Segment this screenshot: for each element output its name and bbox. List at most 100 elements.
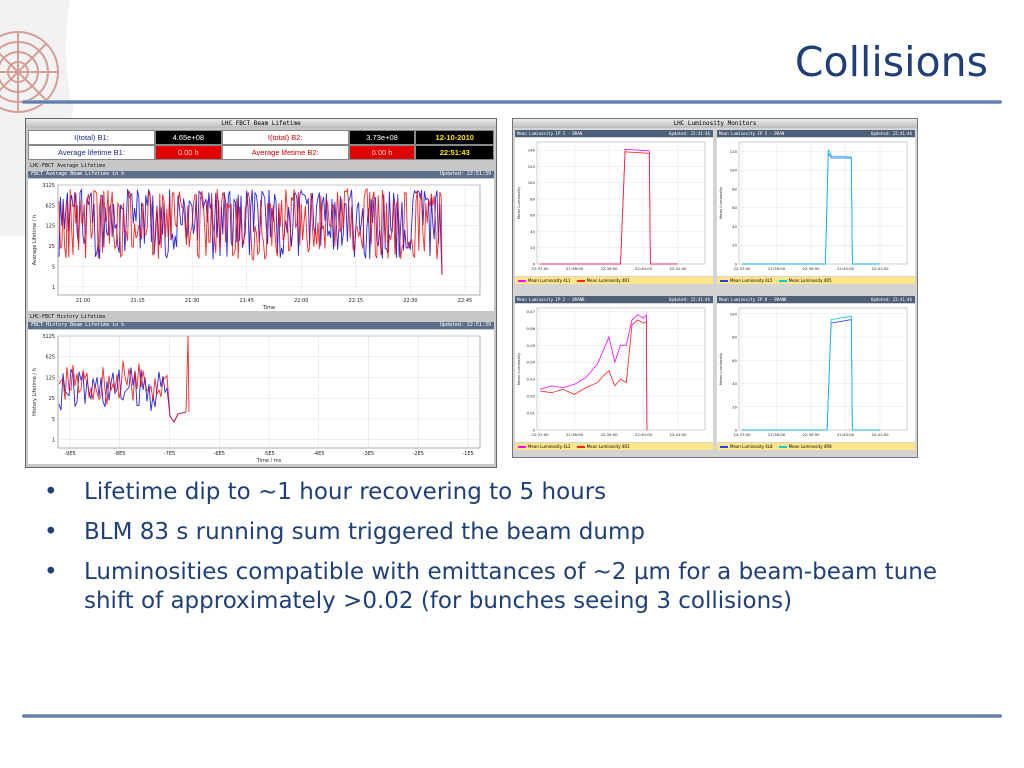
lumi-legend: Mean Luminosity 4L5 Mean Luminosity 4R5 <box>717 277 915 284</box>
series-line <box>742 149 880 265</box>
y-axis-label: Mean Luminosity <box>516 352 521 385</box>
legend-swatch <box>518 446 526 448</box>
legend-swatch <box>720 446 728 448</box>
x-tick-label: 22:38:00 <box>768 432 786 437</box>
y-tick-label: 0 <box>533 262 536 267</box>
bullet-text: BLM 83 s running sum triggered the beam … <box>84 519 645 545</box>
date-value: 12-10-2010 <box>415 130 494 145</box>
avg-plot-title: FBCT Average Beam Lifetime in h <box>31 171 125 177</box>
x-tick-label: 22:40:00 <box>635 432 653 437</box>
x-axis-label: Time <box>262 305 275 311</box>
series-line <box>742 315 880 431</box>
y-tick-label: 60 <box>732 358 737 363</box>
x-tick-label: -1E5 <box>462 451 473 457</box>
plot-area <box>738 307 908 431</box>
y-tick-label: 0.07 <box>527 309 536 314</box>
hist-plot-updated: Updated: 22:51:39 <box>439 322 491 328</box>
x-tick-label: 22:39:00 <box>802 432 820 437</box>
time-value: 22:51:43 <box>415 145 494 160</box>
lumi-plot-header: Mean Luminosity IP 1 - BRAN Updated: 22:4… <box>515 130 713 137</box>
x-tick-label: -6E5 <box>214 451 225 457</box>
bullet-item: • BLM 83 s running sum triggered the beam… <box>44 518 984 547</box>
series-line <box>58 367 187 423</box>
x-tick-label: 22:15 <box>349 298 363 304</box>
hist-plot-header: FBCT History Beam Lifetime in h Updated:… <box>28 322 494 329</box>
avg-plot-updated: Updated: 22:51:39 <box>439 171 491 177</box>
window-title: LHC Luminosity Monitors <box>513 119 917 128</box>
lumi-plot-header: Mean Luminosity IP 5 - BRAN Updated: 22:4… <box>717 130 915 137</box>
x-tick-label: 22:40:00 <box>837 266 855 271</box>
y-tick-label: 25 <box>49 396 55 402</box>
avg-plot-header: FBCT Average Beam Lifetime in h Updated:… <box>28 171 494 178</box>
series-line <box>540 151 678 265</box>
lumi-legend: Mean Luminosity 4L8 Mean Luminosity 4R8 <box>717 443 915 450</box>
avg-b1-value: 0.00 h <box>154 145 222 160</box>
bullet-item: • Lifetime dip to ~1 hour recovering to 5… <box>44 478 984 507</box>
y-tick-label: 5 <box>52 264 55 270</box>
y-tick-label: 120 <box>730 149 738 154</box>
x-tick-label: 22:40:00 <box>837 432 855 437</box>
avg-b2-value: 0.00 h <box>348 145 416 160</box>
b2-intensity-label: I(total) B2: <box>221 130 349 145</box>
x-tick-label: 22:00 <box>294 298 308 304</box>
y-tick-label: 100 <box>528 180 536 185</box>
legend-label: Mean Luminosity 4L1 <box>528 278 571 283</box>
lumi-plot-updated: Updated: 22:41:46 <box>669 131 710 136</box>
bullet-text: Luminosities compatible with emittances … <box>84 559 937 614</box>
hist-plot-title: FBCT History Beam Lifetime in h <box>31 322 125 328</box>
lumi-plot-title: Mean Luminosity IP 2 - BRANB <box>517 297 585 302</box>
y-tick-label: 0 <box>735 262 738 267</box>
x-tick-label: 22:39:00 <box>600 432 618 437</box>
y-tick-label: 0.05 <box>527 343 536 348</box>
x-tick-label: 21:30 <box>185 298 199 304</box>
legend-swatch <box>518 280 526 282</box>
y-tick-label: 5 <box>52 417 55 423</box>
y-tick-label: 25 <box>49 244 55 250</box>
lumi-chart: 0 20 40 60 80 100 120 22:37:00 22:38:00 22:39:00 2… <box>717 138 915 276</box>
lumi-plot-updated: Updated: 22:41:46 <box>669 297 710 302</box>
plot-area <box>536 307 706 431</box>
bullet-text: Lifetime dip to ~1 hour recovering to 5 … <box>84 479 607 505</box>
lumi-chart: 0 20 40 60 80 100 22:37:00 22:38:00 22:39:00 22:4… <box>717 304 915 442</box>
legend-label: Mean Luminosity 4L5 <box>730 278 773 283</box>
footer-divider <box>22 714 1002 718</box>
legend-label: Mean Luminosity 4L8 <box>730 444 773 449</box>
y-tick-label: 60 <box>732 205 737 210</box>
lumi-chart: 0 20 40 60 80 100 120 140 22:37:00 22:38:00 22:39:… <box>515 138 713 276</box>
y-tick-label: 0.03 <box>527 377 536 382</box>
beam-info-table: I(total) B1: 4.65e+08 I(total) B2: 3.73e… <box>28 130 494 160</box>
series-line <box>539 319 648 431</box>
x-tick-label: 21:45 <box>240 298 254 304</box>
y-tick-label: 0 <box>735 428 738 433</box>
lumi-plot-title: Mean Luminosity IP 8 - BRANB <box>719 297 787 302</box>
series-line <box>539 313 648 431</box>
bullet-glyph: • <box>44 519 58 545</box>
x-tick-label: 22:38:00 <box>566 432 584 437</box>
y-tick-label: 40 <box>732 224 737 229</box>
legend-swatch <box>576 280 585 282</box>
x-tick-label: 22:41:00 <box>871 266 889 271</box>
fbct-lifetime-window: LHC FBCT Beam Lifetime I(total) B1: 4.65… <box>25 118 497 468</box>
x-tick-label: 22:38:00 <box>768 266 786 271</box>
x-tick-label: 22:41:00 <box>669 432 687 437</box>
legend-swatch <box>778 280 787 282</box>
bullet-glyph: • <box>44 479 58 505</box>
lumi-legend: Mean Luminosity 4L1 Mean Luminosity 4R1 <box>515 277 713 284</box>
x-tick-label: 22:45 <box>458 298 472 304</box>
x-tick-label: -8E5 <box>114 451 125 457</box>
lumi-plot-updated: Updated: 22:41:46 <box>871 297 912 302</box>
legend-label: Mean Luminosity 4R2 <box>586 444 630 449</box>
y-tick-label: 625 <box>45 355 55 361</box>
history-lifetime-chart: 3125 625 125 25 5 1 -9E5 -8E5 -7E5 -6E5 -5E5 -4E5 -3… <box>28 330 494 464</box>
y-tick-label: 40 <box>530 229 535 234</box>
y-axis-label: Mean Luminosity <box>718 352 723 385</box>
y-tick-label: 625 <box>45 203 55 209</box>
x-tick-label: 22:37:00 <box>531 266 549 271</box>
y-tick-label: 0 <box>533 428 536 433</box>
title-divider <box>22 100 1002 104</box>
avg-section-label: LHC-FBCT Average Lifetime <box>30 163 106 169</box>
y-tick-label: 3125 <box>42 183 55 189</box>
y-tick-label: 0.02 <box>527 394 536 399</box>
legend-label: Mean Luminosity 4R8 <box>788 444 832 449</box>
b1-intensity-label: I(total) B1: <box>28 130 155 145</box>
